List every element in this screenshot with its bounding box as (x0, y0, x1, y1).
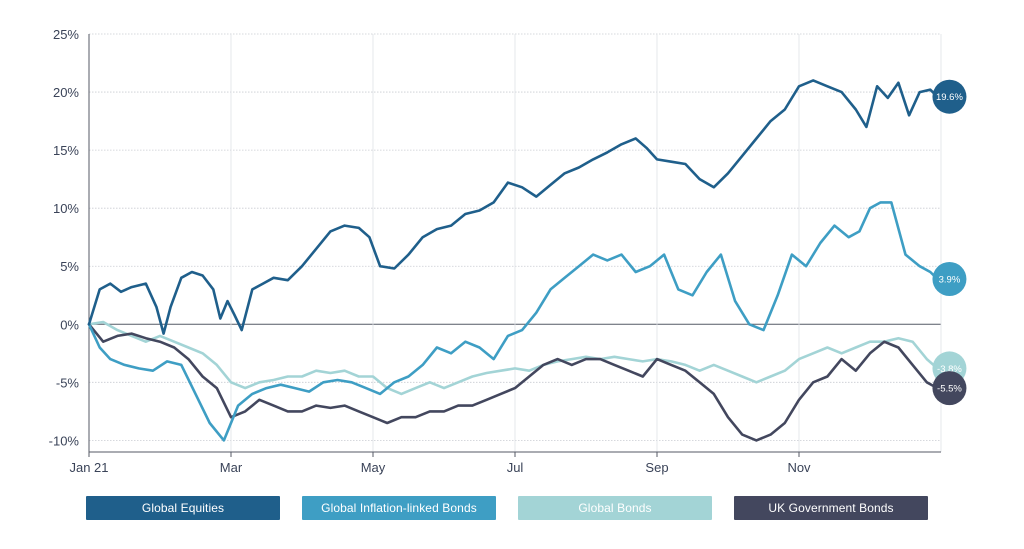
line-chart: -10% -5% 0% 5% 10% 15% 20% 25% Jan 21 Mar May Jul Se… (49, 27, 967, 475)
end-value-label: -5.5% (937, 384, 962, 395)
y-tick-label: 15% (53, 143, 79, 158)
legend-item-global-bonds: Global Bonds (518, 496, 712, 520)
y-tick-label: 5% (60, 259, 79, 274)
y-tick-label: -10% (49, 433, 80, 448)
end-labels: 19.6% 3.9% -3.8% -5.5% (932, 79, 967, 406)
end-value-label: 3.9% (939, 274, 961, 285)
series-line-global-equities (87, 79, 939, 335)
chart-area: -10% -5% 0% 5% 10% 15% 20% 25% Jan 21 Mar May Jul Se… (49, 27, 967, 475)
x-tick-label: Jan 21 (69, 460, 108, 475)
y-tick-label: 25% (53, 27, 79, 42)
legend-label: Global Inflation-linked Bonds (321, 501, 477, 515)
legend: Global Equities Global Inflation-linked … (0, 496, 1024, 522)
legend-label: Global Bonds (578, 501, 652, 515)
legend-label: Global Equities (141, 501, 225, 515)
x-tick-label: Jul (507, 460, 524, 475)
series-lines (87, 79, 939, 442)
end-value-marker (932, 79, 967, 114)
series-line-uk-government-bonds (87, 322, 939, 442)
y-tick-label: 20% (53, 85, 79, 100)
legend-item-global-inflation-linked-bonds: Global Inflation-linked Bonds (302, 496, 496, 520)
end-value-marker (932, 261, 967, 296)
legend-item-global-equities: Global Equities (86, 496, 280, 520)
end-value-marker (932, 371, 967, 406)
legend-item-uk-government-bonds: UK Government Bonds (734, 496, 928, 520)
series-line-global-inflation-linked-bonds (87, 201, 939, 442)
gridlines (89, 33, 942, 452)
x-tick-label: Sep (645, 460, 668, 475)
end-value-label: 19.6% (936, 92, 963, 103)
series-line-global-bonds (87, 320, 939, 396)
x-tick-label: Mar (220, 460, 243, 475)
x-tick-label: May (361, 460, 386, 475)
y-tick-label: 10% (53, 201, 79, 216)
y-tick-label: -5% (56, 375, 80, 390)
x-tick-label: Nov (787, 460, 811, 475)
axes: -10% -5% 0% 5% 10% 15% 20% 25% Jan 21 Mar May Jul Se… (49, 27, 941, 475)
legend-label: UK Government Bonds (768, 501, 894, 515)
end-value-label: -3.8% (937, 364, 962, 375)
y-tick-label: 0% (60, 317, 79, 332)
